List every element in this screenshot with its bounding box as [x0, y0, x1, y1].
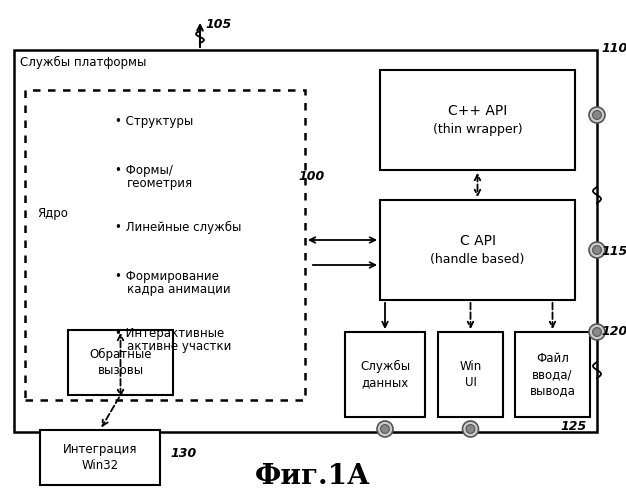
Text: • Формирование: • Формирование — [115, 270, 219, 283]
Text: данных: данных — [361, 376, 409, 389]
Text: вывода: вывода — [530, 384, 575, 397]
Text: 115: 115 — [601, 245, 626, 258]
Bar — [380, 70, 575, 170]
Text: 130: 130 — [170, 447, 196, 460]
Text: C++ API: C++ API — [448, 104, 507, 118]
Text: • Интерактивные: • Интерактивные — [115, 327, 224, 340]
Circle shape — [589, 324, 605, 340]
Circle shape — [589, 107, 605, 123]
Bar — [515, 332, 590, 417]
Text: геометрия: геометрия — [127, 177, 193, 190]
Text: Файл: Файл — [536, 352, 569, 365]
Bar — [380, 200, 575, 300]
Circle shape — [589, 242, 605, 258]
Bar — [68, 330, 173, 395]
Text: Интеграция: Интеграция — [63, 443, 137, 456]
Bar — [40, 430, 160, 485]
Circle shape — [466, 424, 475, 434]
Text: 105: 105 — [205, 18, 231, 31]
Text: вызовы: вызовы — [98, 364, 143, 377]
Circle shape — [593, 110, 602, 120]
Text: C API: C API — [459, 234, 496, 248]
Text: UI: UI — [464, 376, 476, 389]
Text: Службы: Службы — [360, 360, 410, 373]
Text: • Структуры: • Структуры — [115, 115, 193, 128]
Text: Фиг.1А: Фиг.1А — [255, 463, 371, 490]
Text: 120: 120 — [601, 325, 626, 338]
Text: • Формы/: • Формы/ — [115, 164, 173, 177]
Circle shape — [463, 421, 478, 437]
Bar — [25, 90, 305, 400]
Text: 100: 100 — [298, 170, 324, 183]
Circle shape — [593, 328, 602, 336]
Text: активне участки: активне участки — [127, 340, 232, 353]
Text: Службы платформы: Службы платформы — [20, 56, 146, 69]
Text: кадра анимации: кадра анимации — [127, 283, 230, 296]
Text: • Линейные службы: • Линейные службы — [115, 221, 242, 234]
Text: Win: Win — [459, 360, 481, 373]
Text: Ядро: Ядро — [37, 208, 68, 220]
Text: (thin wrapper): (thin wrapper) — [433, 122, 522, 136]
Text: ввода/: ввода/ — [532, 368, 573, 381]
Circle shape — [381, 424, 389, 434]
Text: 110: 110 — [601, 42, 626, 55]
Text: 125: 125 — [560, 420, 587, 433]
Text: Win32: Win32 — [81, 459, 118, 472]
Bar — [345, 332, 425, 417]
Text: Обратные: Обратные — [90, 348, 151, 361]
Bar — [14, 50, 597, 432]
Text: (handle based): (handle based) — [430, 252, 525, 266]
Circle shape — [377, 421, 393, 437]
Bar — [438, 332, 503, 417]
Circle shape — [593, 246, 602, 254]
